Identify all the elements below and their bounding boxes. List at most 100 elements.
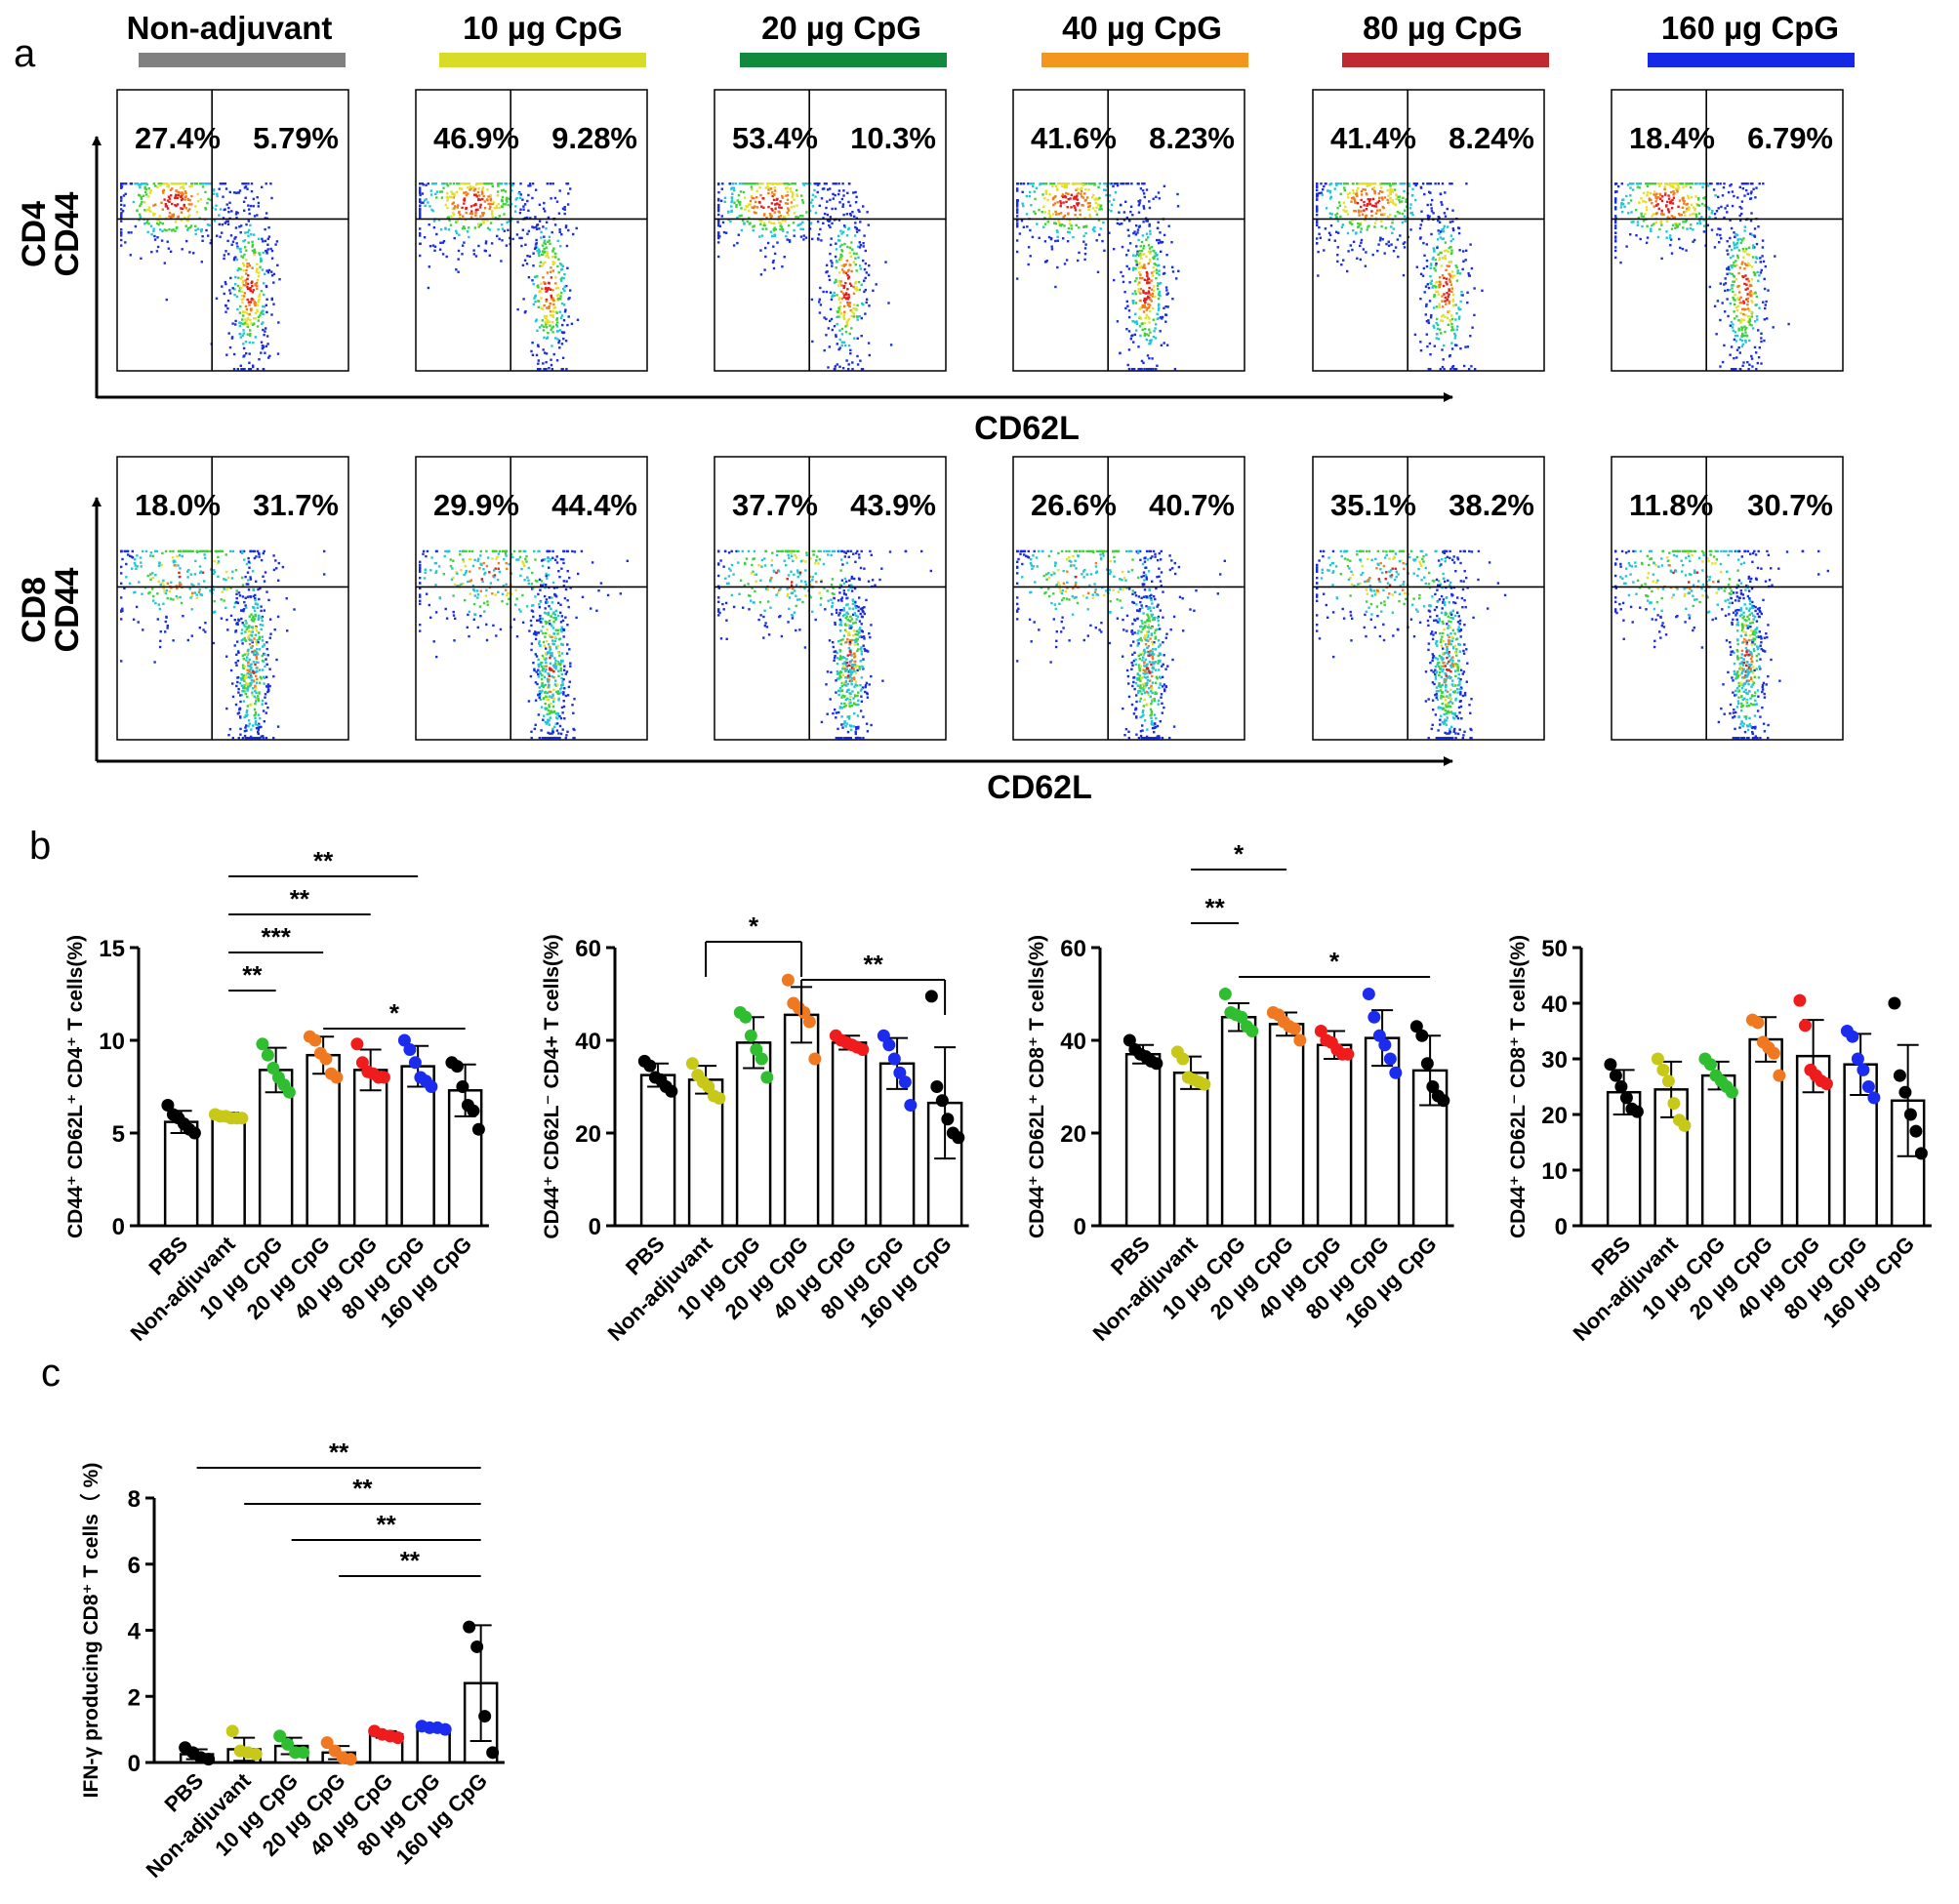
flow-event	[1148, 304, 1152, 306]
flow-event	[1419, 272, 1423, 275]
flow-event	[855, 315, 859, 318]
flow-event	[1663, 185, 1666, 188]
flow-event	[549, 270, 552, 273]
flow-event	[576, 318, 580, 321]
flow-event	[441, 253, 445, 256]
flow-event	[156, 245, 160, 249]
flow-event	[532, 303, 535, 305]
flow-event	[143, 209, 146, 212]
flow-event	[1744, 182, 1747, 185]
flow-event	[237, 737, 240, 740]
flow-event	[183, 182, 185, 185]
flow-event	[1354, 210, 1358, 213]
flow-event	[1623, 205, 1626, 208]
flow-event	[536, 223, 539, 226]
flow-event	[243, 636, 246, 640]
flow-event	[246, 571, 250, 574]
flow-event	[1437, 253, 1440, 256]
flow-event	[203, 556, 207, 559]
flow-event	[245, 351, 248, 355]
flow-event	[524, 243, 527, 246]
flow-event	[1372, 186, 1375, 189]
flow-event	[1732, 290, 1735, 294]
flow-event	[735, 203, 738, 207]
flow-event	[181, 182, 184, 185]
flow-event	[489, 199, 493, 202]
flow-event	[1316, 192, 1319, 195]
flow-event	[539, 368, 542, 371]
flow-event	[759, 273, 763, 276]
flow-event	[1435, 317, 1439, 321]
flow-event	[1739, 320, 1743, 323]
flow-event	[1138, 266, 1141, 269]
flow-event	[546, 288, 549, 291]
flow-event	[1693, 238, 1696, 242]
flow-event	[853, 304, 856, 306]
flow-event	[1439, 192, 1442, 195]
flow-event	[842, 189, 845, 192]
flow-event	[718, 224, 721, 227]
flow-event	[242, 609, 245, 613]
flow-event	[253, 609, 257, 612]
flow-event	[131, 567, 134, 570]
flow-event	[483, 182, 486, 185]
flow-events	[419, 549, 629, 740]
flow-event	[536, 329, 539, 332]
flow-event	[451, 192, 454, 196]
flow-event	[549, 310, 552, 313]
flow-event	[1626, 183, 1630, 186]
flow-event	[1451, 227, 1454, 230]
flow-event	[1614, 240, 1617, 243]
flow-event	[852, 315, 856, 318]
flow-event	[182, 615, 184, 618]
flow-event	[481, 212, 484, 215]
flow-event	[239, 733, 242, 736]
flow-event	[1681, 247, 1685, 251]
flow-event	[205, 228, 208, 232]
flow-event	[1137, 211, 1141, 214]
flow-event	[1409, 212, 1412, 215]
flow-event	[1133, 230, 1136, 233]
flow-event	[1110, 203, 1114, 206]
flow-event	[187, 203, 190, 206]
flow-event	[1654, 204, 1658, 207]
flow-event	[1093, 229, 1096, 233]
flow-event	[274, 243, 277, 246]
flow-event	[1450, 274, 1453, 277]
flow-event	[1446, 299, 1449, 302]
flow-event	[489, 194, 492, 197]
flow-event	[262, 312, 265, 315]
flow-event	[1750, 190, 1753, 193]
flow-event	[1159, 330, 1162, 333]
flow-event	[1104, 182, 1107, 185]
flow-event	[1101, 239, 1104, 243]
flow-event	[262, 551, 265, 555]
flow-event	[120, 214, 123, 218]
flow-event	[522, 208, 525, 211]
flow-event	[1441, 295, 1444, 298]
flow-event	[1421, 274, 1425, 277]
flow-event	[1126, 228, 1129, 231]
flow-event	[1731, 272, 1734, 276]
flow-event	[765, 217, 768, 220]
flow-event	[772, 266, 776, 270]
flow-event	[236, 268, 239, 272]
flow-event	[1760, 340, 1763, 344]
group-label: Non-adjuvant	[127, 10, 333, 46]
flow-event	[833, 281, 837, 284]
flow-event	[248, 368, 251, 371]
flow-event	[1751, 244, 1755, 247]
flow-event	[1614, 235, 1617, 238]
flow-event	[1702, 182, 1706, 185]
flow-event	[743, 196, 747, 199]
flow-event	[1454, 304, 1457, 306]
flow-event	[1750, 278, 1754, 281]
flow-event	[1045, 260, 1048, 263]
flow-event	[755, 189, 758, 192]
flow-event	[1668, 182, 1672, 185]
flow-event	[161, 223, 164, 225]
flow-event	[188, 226, 192, 229]
flow-event	[174, 195, 178, 198]
flow-event	[453, 192, 456, 195]
flow-event	[1746, 192, 1749, 195]
